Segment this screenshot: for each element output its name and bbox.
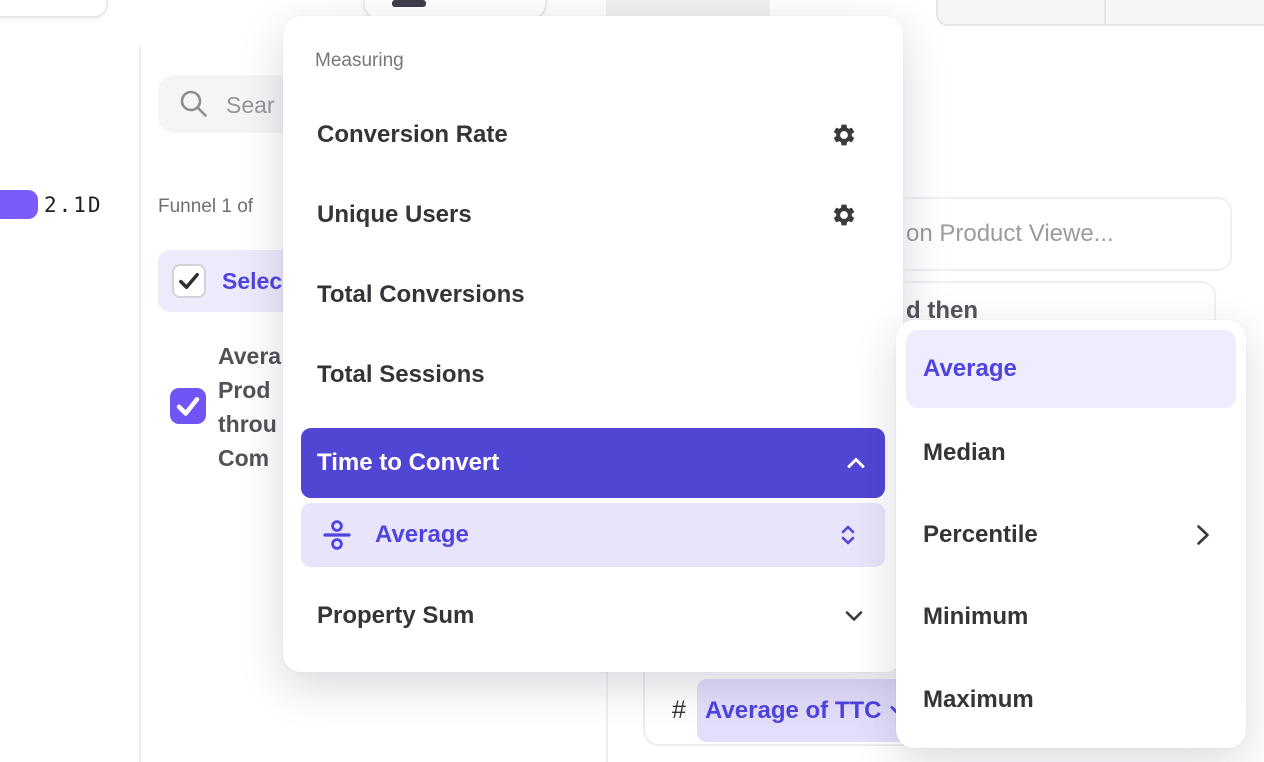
measure-pill-label: Average of TTC bbox=[705, 696, 882, 724]
toolbar-button-icon bbox=[392, 0, 426, 7]
submenu-item-maximum[interactable]: Maximum bbox=[906, 668, 1236, 732]
menu-item-average-aggregation[interactable]: Average bbox=[301, 503, 885, 567]
funnel-step-checkbox[interactable] bbox=[170, 388, 206, 424]
step-text-line: throu bbox=[218, 411, 277, 437]
measuring-menu: Measuring Conversion Rate Unique Users T… bbox=[283, 16, 903, 672]
menu-item-conversion-rate[interactable]: Conversion Rate bbox=[301, 103, 885, 167]
submenu-item-label: Percentile bbox=[923, 521, 1038, 548]
step-text-line: Prod bbox=[218, 377, 271, 403]
submenu-item-label: Minimum bbox=[923, 603, 1029, 630]
menu-item-label: Unique Users bbox=[317, 201, 472, 228]
step-text-line: Com bbox=[218, 445, 270, 471]
submenu-item-median[interactable]: Median bbox=[906, 421, 1236, 485]
funnel-step-color-tag bbox=[0, 190, 38, 219]
event-step-text: on Product Viewe... bbox=[906, 220, 1114, 247]
top-left-card bbox=[0, 0, 108, 18]
select-all-checkbox[interactable] bbox=[172, 264, 206, 298]
menu-item-label: Average bbox=[375, 521, 469, 548]
submenu-item-label: Average bbox=[923, 355, 1017, 382]
submenu-item-label: Median bbox=[923, 439, 1006, 466]
gear-icon[interactable] bbox=[831, 122, 857, 148]
step-text-line: Avera bbox=[218, 343, 282, 369]
column-divider bbox=[139, 47, 141, 762]
chevron-right-icon bbox=[1197, 525, 1209, 545]
submenu-item-minimum[interactable]: Minimum bbox=[906, 585, 1236, 649]
funnel-count-label: Funnel 1 of bbox=[158, 196, 254, 217]
menu-item-property-sum[interactable]: Property Sum bbox=[301, 584, 885, 648]
menu-item-total-conversions[interactable]: Total Conversions bbox=[301, 263, 885, 327]
submenu-item-percentile[interactable]: Percentile bbox=[906, 503, 1236, 567]
menu-item-time-to-convert-selected[interactable]: Time to Convert bbox=[301, 428, 885, 498]
top-right-card bbox=[936, 0, 1264, 26]
submenu-item-average[interactable]: Average bbox=[906, 337, 1236, 401]
select-all-label: Selec bbox=[222, 268, 283, 294]
chevron-up-down-icon bbox=[841, 525, 855, 545]
menu-item-label: Total Sessions bbox=[317, 361, 485, 388]
menu-item-total-sessions[interactable]: Total Sessions bbox=[301, 343, 885, 407]
numeric-hash-icon: # bbox=[672, 696, 686, 724]
menu-item-label: Time to Convert bbox=[317, 449, 500, 476]
measuring-menu-header: Measuring bbox=[315, 50, 404, 71]
funnel-step-tag-label: 2.1D bbox=[44, 193, 103, 217]
divide-circles-icon bbox=[323, 520, 351, 550]
search-icon bbox=[180, 90, 207, 117]
chevron-down-icon bbox=[845, 611, 863, 621]
menu-item-unique-users[interactable]: Unique Users bbox=[301, 183, 885, 247]
menu-item-label: Total Conversions bbox=[317, 281, 525, 308]
and-then-text: d then bbox=[906, 297, 978, 324]
menu-item-label: Property Sum bbox=[317, 602, 475, 629]
funnel-step-description: Avera Prod throu Com bbox=[218, 339, 298, 475]
top-segment bbox=[607, 0, 770, 17]
menu-item-label: Conversion Rate bbox=[317, 121, 508, 148]
submenu-item-label: Maximum bbox=[923, 686, 1034, 713]
gear-icon[interactable] bbox=[831, 202, 857, 228]
aggregation-submenu: Average Median Percentile Minimum Maximu… bbox=[896, 320, 1246, 748]
card-divider bbox=[1104, 0, 1106, 24]
measure-pill-dropdown[interactable]: Average of TTC bbox=[697, 679, 909, 742]
submenu-selected-highlight bbox=[906, 330, 1236, 408]
chevron-up-icon bbox=[847, 458, 865, 468]
